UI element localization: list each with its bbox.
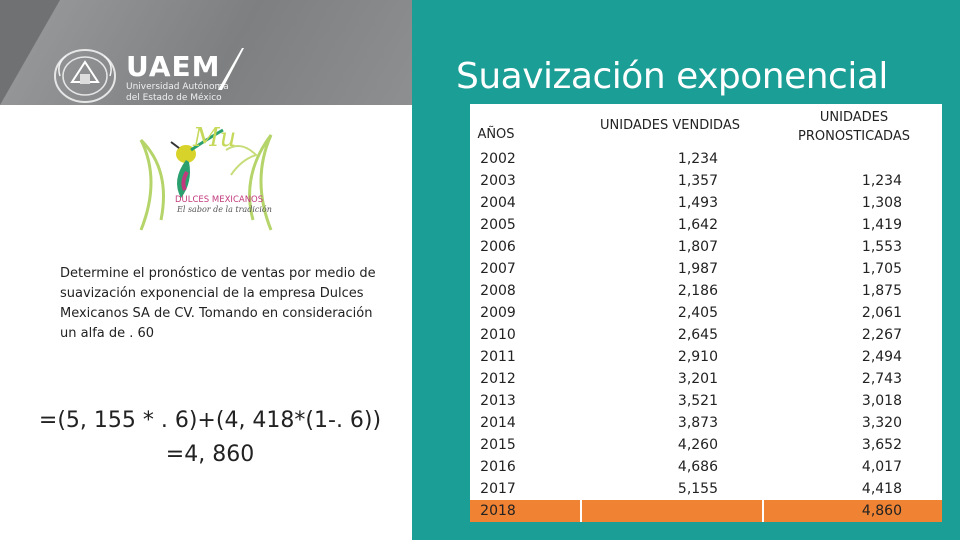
year-cell: 2005 (480, 217, 516, 233)
year-cell: 2013 (480, 393, 516, 409)
year-cell: 2016 (480, 459, 516, 475)
year-cell: 2003 (480, 173, 516, 189)
highlight-row-2018 (470, 500, 942, 522)
units-forecast-cell: 1,875 (861, 283, 902, 299)
university-seal-icon (54, 49, 116, 103)
year-cell: 2002 (480, 151, 516, 167)
units-forecast-cell: 1,308 (861, 195, 902, 211)
highlight-gap-1 (580, 500, 582, 522)
units-sold-cell: 3,521 (677, 393, 718, 409)
dulces-mexicanos-logo: Mu DULCES MEXICANOS El sabor de la tradi… (131, 120, 281, 238)
header-years: AÑOS (477, 127, 515, 142)
year-cell: 2011 (480, 349, 516, 365)
units-forecast-cell: 2,743 (861, 371, 902, 387)
year-cell: 2009 (480, 305, 516, 321)
uaem-logo: UAEM Universidad Autónoma del Estado de … (126, 52, 229, 104)
logo-main-text: UAEM (126, 50, 221, 83)
units-sold-cell: 2,186 (677, 283, 718, 299)
units-sold-cell: 2,910 (677, 349, 718, 365)
header-units-forecast: UNIDADES PRONOSTICADAS (780, 108, 928, 146)
units-sold-cell: 1,234 (677, 151, 718, 167)
brand-script: Mu (192, 123, 236, 153)
units-forecast-cell: 2,267 (861, 327, 902, 343)
formula-line-1: =(5, 155 * . 6)+(4, 418*(1-. 6)) (38, 408, 382, 433)
units-sold-cell: 1,357 (677, 173, 718, 189)
units-sold-cell: 2,645 (677, 327, 718, 343)
year-cell: 2006 (480, 239, 516, 255)
year-cell: 2004 (480, 195, 516, 211)
year-cell: 2015 (480, 437, 516, 453)
units-forecast-cell: 4,418 (861, 481, 902, 497)
units-forecast-cell: 1,553 (861, 239, 902, 255)
units-sold-cell: 5,155 (677, 481, 718, 497)
units-forecast-cell: 1,705 (861, 261, 902, 277)
header-band (0, 0, 412, 105)
formula-result: =4, 860 (165, 442, 255, 467)
header-accent (0, 0, 60, 105)
problem-description: Determine el pronóstico de ventas por me… (60, 266, 376, 341)
brand-tagline: El sabor de la tradición (176, 205, 272, 214)
units-sold-cell: 1,642 (677, 217, 718, 233)
year-cell: 2010 (480, 327, 516, 343)
formula: =(5, 155 * . 6)+(4, 418*(1-. 6)) =4, 860 (10, 404, 410, 472)
logo-sub-line-2: del Estado de México (126, 93, 222, 103)
units-forecast-cell: 4,017 (861, 459, 902, 475)
final-forecast-value: 4,860 (861, 503, 902, 519)
year-cell: 2017 (480, 481, 516, 497)
units-sold-cell: 3,201 (677, 371, 718, 387)
hummingbird-icon: Mu DULCES MEXICANOS El sabor de la tradi… (139, 123, 273, 231)
header-forecast-line-2: PRONOSTICADAS (798, 129, 910, 144)
header-units-sold: UNIDADES VENDIDAS (600, 118, 740, 133)
logo-swoosh-icon (218, 48, 244, 90)
units-forecast-cell: 3,320 (861, 415, 902, 431)
units-sold-cell: 1,807 (677, 239, 718, 255)
units-sold-cell: 4,260 (677, 437, 718, 453)
year-cell: 2008 (480, 283, 516, 299)
units-sold-cell: 1,987 (677, 261, 718, 277)
units-forecast-cell: 3,652 (861, 437, 902, 453)
units-sold-cell: 2,405 (677, 305, 718, 321)
units-sold-cell: 1,493 (677, 195, 718, 211)
highlight-gap-2 (762, 500, 764, 522)
year-cell: 2012 (480, 371, 516, 387)
units-forecast-cell: 3,018 (861, 393, 902, 409)
units-forecast-cell: 2,494 (861, 349, 902, 365)
header-forecast-line-1: UNIDADES (819, 110, 889, 125)
year-cell: 2007 (480, 261, 516, 277)
brand-name: DULCES MEXICANOS (175, 195, 263, 205)
page-title: Suavización exponencial (456, 56, 888, 97)
year-cell: 2014 (480, 415, 516, 431)
units-forecast-cell: 1,234 (861, 173, 902, 189)
units-forecast-cell: 1,419 (861, 217, 902, 233)
year-cell: 2018 (480, 503, 516, 519)
forecast-table: AÑOS UNIDADES VENDIDAS UNIDADES PRONOSTI… (470, 104, 942, 522)
logo-sub-line-1: Universidad Autónoma (126, 82, 229, 92)
units-sold-cell: 4,686 (677, 459, 718, 475)
units-forecast-cell: 2,061 (861, 305, 902, 321)
units-sold-cell: 3,873 (677, 415, 718, 431)
